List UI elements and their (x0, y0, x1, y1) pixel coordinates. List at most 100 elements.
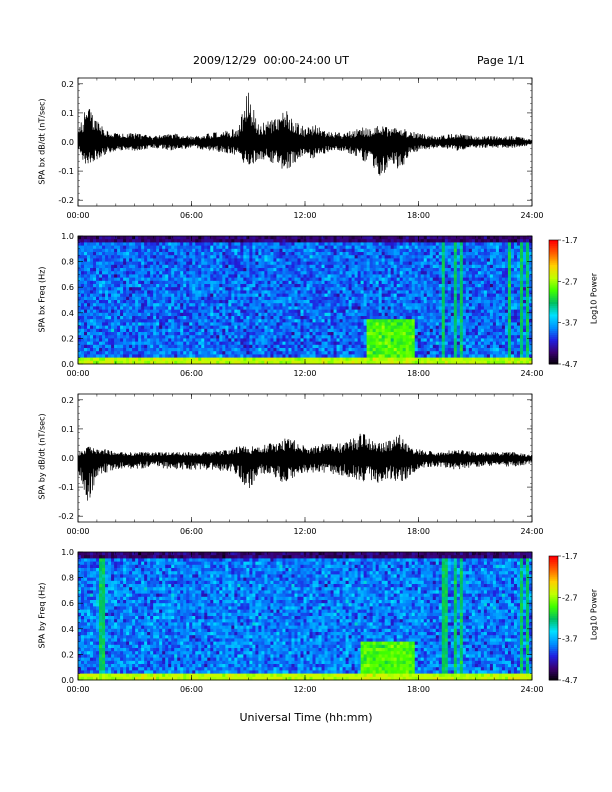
heat-cell (198, 245, 202, 250)
heat-cell (381, 284, 386, 288)
heat-cell (222, 290, 226, 294)
heat-cell (141, 242, 145, 246)
heat-cell (126, 354, 130, 358)
heat-cell (345, 303, 349, 307)
heat-cell (144, 287, 148, 291)
heat-cell (120, 287, 124, 291)
heat-cell (174, 236, 178, 240)
heat-cell (222, 280, 226, 285)
heat-cell (423, 252, 428, 256)
heat-cell (294, 360, 298, 365)
heat-cell (309, 303, 313, 307)
heat-cell (234, 316, 238, 320)
heat-cell (399, 264, 404, 269)
heat-cell (288, 245, 292, 250)
heat-cell (318, 354, 322, 358)
heat-cell (174, 242, 178, 246)
heat-cell (138, 319, 142, 323)
heat-cell (117, 335, 121, 339)
heat-cell (360, 287, 365, 291)
heat-cell (222, 274, 226, 278)
heat-cell (138, 245, 142, 250)
heat-cell (390, 316, 395, 320)
heat-cell (363, 357, 368, 362)
heat-cell (159, 325, 163, 330)
heat-cell (276, 348, 280, 352)
heat-cell (354, 248, 359, 253)
heat-cell (93, 309, 97, 314)
heat-cell (210, 348, 214, 352)
heat-cell (99, 258, 103, 262)
heat-cell (258, 309, 262, 314)
heat-cell (114, 284, 118, 288)
heat-cell (321, 344, 325, 349)
heat-cell (267, 300, 271, 304)
heat-cell (165, 252, 169, 256)
heat-cell (243, 287, 247, 291)
heat-cell (129, 268, 133, 272)
heat-cell (114, 303, 118, 307)
heat-cell (420, 252, 425, 256)
heat-cell (108, 239, 112, 243)
heat-cell (192, 351, 196, 355)
heat-cell (375, 248, 380, 253)
heat-cell (309, 306, 313, 310)
heat-cell (348, 332, 353, 336)
heat-cell (159, 271, 163, 275)
heat-cell (270, 280, 274, 285)
heat-cell (213, 271, 217, 275)
heat-cell (105, 354, 109, 358)
heat-cell (312, 312, 316, 317)
heat-cell (360, 236, 365, 240)
heat-cell (210, 312, 214, 317)
heat-cell (279, 360, 283, 365)
heat-cell (99, 284, 103, 288)
heat-cell (198, 348, 202, 352)
heat-cell (228, 325, 232, 330)
heat-cell (294, 258, 298, 262)
heat-cell (294, 261, 298, 266)
heat-cell (243, 261, 247, 266)
heat-cell (357, 290, 362, 294)
heat-cell (261, 360, 265, 365)
heat-cell (282, 316, 286, 320)
heat-cell (87, 268, 91, 272)
heat-cell (108, 274, 112, 278)
heat-cell (255, 303, 259, 307)
x-tick-label: 00:00 (66, 211, 89, 220)
heat-cell (135, 239, 139, 243)
heat-cell (162, 335, 166, 339)
heat-cell (435, 255, 440, 259)
heat-cell (426, 351, 431, 355)
heat-cell (282, 351, 286, 355)
heat-cell (156, 268, 160, 272)
heat-cell (255, 248, 259, 253)
heat-cell (267, 306, 271, 310)
heat-cell (201, 264, 205, 269)
heat-cell (249, 284, 253, 288)
heat-cell (366, 296, 371, 301)
heat-cell (141, 274, 145, 278)
heat-cell (393, 290, 398, 294)
heat-cell (267, 261, 271, 266)
heat-cell (294, 328, 298, 333)
heat-cell (183, 344, 187, 349)
heat-cell (237, 248, 241, 253)
heat-cell (261, 242, 265, 246)
heat-cell (243, 348, 247, 352)
heat-cell (324, 245, 328, 250)
heat-cell (360, 296, 365, 301)
heat-cell (99, 271, 103, 275)
heat-cell (435, 296, 440, 301)
heat-cell (336, 332, 340, 336)
heat-cell (306, 284, 310, 288)
heat-cell (234, 344, 238, 349)
heat-cell (99, 354, 103, 358)
heat-cell (210, 287, 214, 291)
heat-cell (264, 354, 268, 358)
heat-cell (357, 245, 362, 250)
heat-cell (222, 293, 226, 298)
heat-cell (99, 280, 103, 285)
heat-cell (210, 277, 214, 282)
heat-cell (276, 328, 280, 333)
